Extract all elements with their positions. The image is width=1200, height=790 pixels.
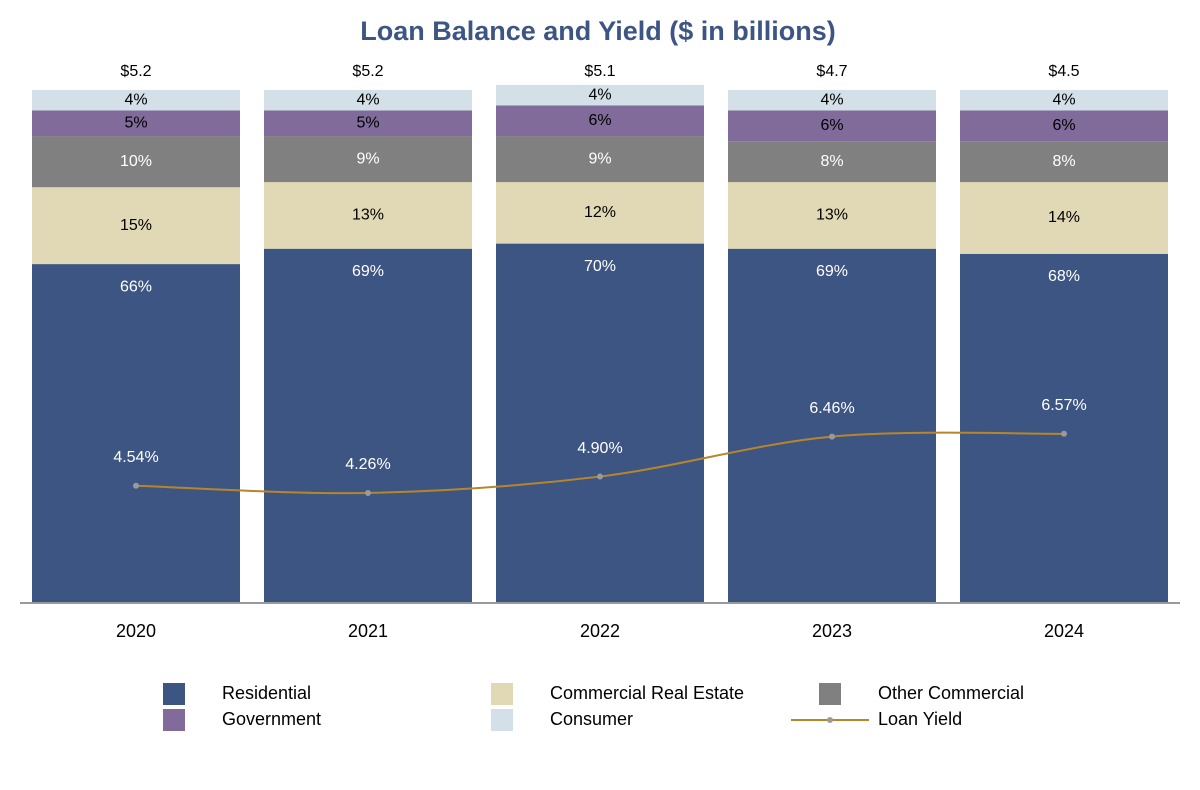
data-label: 4%	[820, 91, 843, 108]
data-label: 4%	[588, 86, 611, 103]
bar-segment	[960, 90, 1168, 111]
x-tick-label: 2021	[348, 621, 388, 641]
legend-label: Consumer	[550, 709, 633, 729]
legend-label: Loan Yield	[878, 709, 962, 729]
data-label: 14%	[1048, 209, 1080, 226]
bar-segment	[264, 90, 472, 111]
data-label: 8%	[820, 153, 843, 170]
legend-swatch	[819, 683, 841, 705]
x-tick-label: 2023	[812, 621, 852, 641]
data-label: 6%	[820, 117, 843, 134]
bar-segment	[728, 110, 936, 142]
data-label: 8%	[1052, 153, 1075, 170]
bar-segment	[496, 243, 704, 602]
legend-swatch	[491, 683, 513, 705]
bar-segment	[728, 141, 936, 183]
data-label: 9%	[588, 150, 611, 167]
total-label: $4.5	[1048, 63, 1079, 80]
bar-segment	[960, 110, 1168, 142]
legend-swatch	[163, 709, 185, 731]
bar-segment	[264, 136, 472, 183]
bar-segment	[264, 182, 472, 249]
total-label: $5.2	[352, 63, 383, 80]
data-label: 4.26%	[345, 456, 390, 473]
bar-segment	[32, 110, 240, 137]
line-marker	[1061, 430, 1067, 437]
data-label: 66%	[120, 278, 152, 295]
bar-segment	[32, 264, 240, 602]
bar-segment	[496, 84, 704, 106]
data-label: 4.90%	[577, 440, 622, 457]
bar-segment	[496, 182, 704, 244]
legend-label: Residential	[222, 683, 311, 703]
legend-swatch	[163, 683, 185, 705]
data-label: 5%	[124, 114, 147, 131]
bar-segment	[32, 136, 240, 188]
data-label: 10%	[120, 153, 152, 170]
bar-segment	[960, 141, 1168, 183]
data-label: 13%	[352, 207, 384, 224]
data-label: 4%	[1052, 91, 1075, 108]
x-tick-label: 2020	[116, 621, 156, 641]
line-marker	[829, 433, 835, 440]
bar-segment	[32, 187, 240, 265]
bar-segment	[960, 253, 1168, 602]
data-label: 13%	[816, 207, 848, 224]
data-label: 5%	[356, 114, 379, 131]
data-label: 6%	[1052, 117, 1075, 134]
line-marker	[365, 489, 371, 496]
data-label: 4%	[124, 91, 147, 108]
bar-segment	[496, 136, 704, 183]
line-marker	[133, 482, 139, 489]
legend-label: Commercial Real Estate	[550, 683, 744, 703]
total-label: $4.7	[816, 63, 847, 80]
bar-segment	[728, 90, 936, 111]
data-label: 69%	[352, 263, 384, 280]
data-label: 4%	[356, 91, 379, 108]
bar-segment	[728, 248, 936, 602]
legend-marker	[827, 717, 833, 723]
data-label: 6%	[588, 112, 611, 129]
x-tick-label: 2022	[580, 621, 620, 641]
bar-segment	[728, 182, 936, 249]
data-label: 9%	[356, 150, 379, 167]
data-label: 68%	[1048, 268, 1080, 285]
legend-label: Government	[222, 709, 321, 729]
bar-segment	[32, 90, 240, 111]
data-label: 6.57%	[1041, 397, 1086, 414]
data-label: 4.54%	[113, 449, 158, 466]
chart-title: Loan Balance and Yield ($ in billions)	[360, 16, 836, 46]
line-marker	[597, 473, 603, 480]
bar-segment	[496, 105, 704, 137]
x-tick-label: 2024	[1044, 621, 1084, 641]
legend-swatch	[491, 709, 513, 731]
data-label: 6.46%	[809, 400, 854, 417]
data-label: 12%	[584, 204, 616, 221]
data-label: 69%	[816, 263, 848, 280]
bar-segment	[960, 182, 1168, 254]
bar-segment	[264, 110, 472, 137]
data-label: 15%	[120, 217, 152, 234]
legend-label: Other Commercial	[878, 683, 1024, 703]
bar-segment	[264, 248, 472, 602]
total-label: $5.2	[120, 63, 151, 80]
data-label: 70%	[584, 258, 616, 275]
total-label: $5.1	[584, 63, 615, 80]
